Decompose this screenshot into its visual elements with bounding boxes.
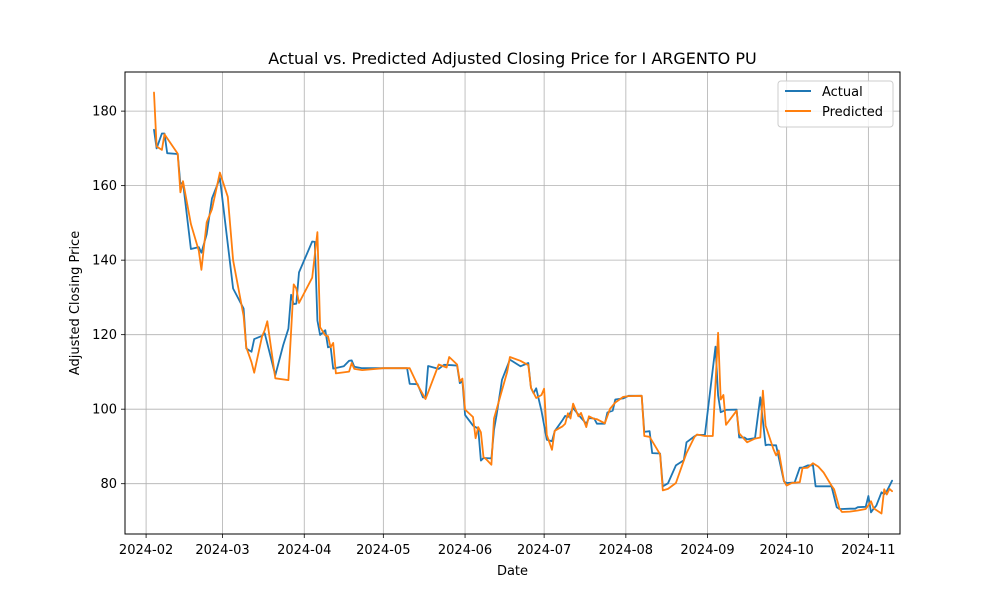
x-tick-label: 2024-03 xyxy=(195,543,249,558)
y-tick-label: 120 xyxy=(92,328,117,343)
x-axis-label: Date xyxy=(497,564,528,579)
y-tick-label: 140 xyxy=(92,254,117,269)
x-tick-label: 2024-08 xyxy=(599,543,653,558)
chart-title: Actual vs. Predicted Adjusted Closing Pr… xyxy=(268,49,756,68)
legend-label-predicted: Predicted xyxy=(822,105,883,120)
x-tick-label: 2024-02 xyxy=(119,543,173,558)
y-tick-label: 180 xyxy=(92,105,117,120)
x-tick-label: 2024-09 xyxy=(680,543,734,558)
x-tick-label: 2024-05 xyxy=(356,543,410,558)
plot-frame xyxy=(124,71,901,535)
series-line-predicted xyxy=(153,91,893,515)
y-tick-label: 80 xyxy=(100,477,117,492)
legend-box xyxy=(777,80,894,128)
x-tick-label: 2024-04 xyxy=(277,543,331,558)
y-tick-label: 100 xyxy=(92,403,117,418)
x-tick-label: 2024-06 xyxy=(438,543,492,558)
y-tick-label: 160 xyxy=(92,179,117,194)
legend-label-actual: Actual xyxy=(822,85,863,100)
series-lines xyxy=(153,91,893,515)
x-tick-label: 2024-07 xyxy=(517,543,571,558)
x-tick-label: 2024-10 xyxy=(759,543,813,558)
x-tick-label: 2024-11 xyxy=(841,543,895,558)
y-axis-label: Adjusted Closing Price xyxy=(68,231,83,375)
grid-lines xyxy=(125,72,900,534)
legend: Actual Predicted xyxy=(777,80,894,128)
axis-ticks: 2024-02 2024-03 2024-04 2024-05 2024-06 2024-… xyxy=(92,105,895,558)
